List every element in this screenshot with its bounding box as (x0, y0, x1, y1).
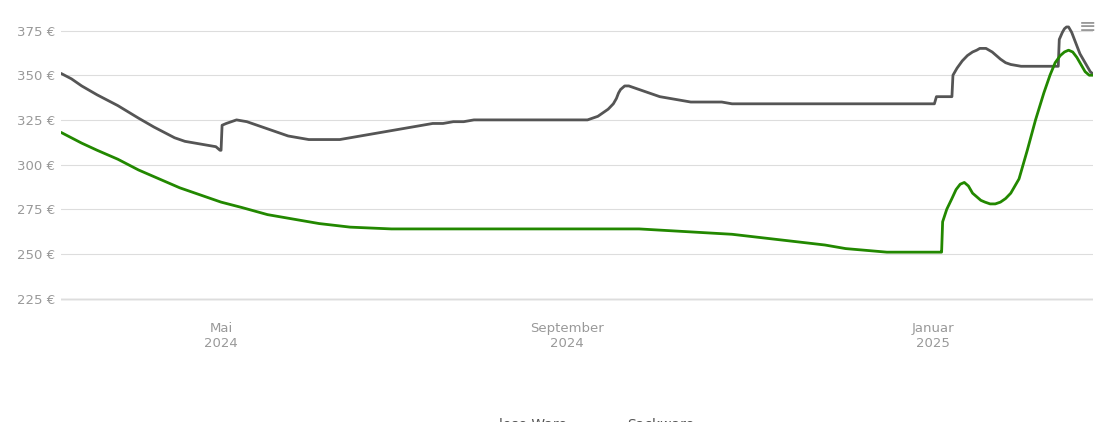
Legend: lose Ware, Sackware: lose Ware, Sackware (455, 412, 699, 422)
Text: ≡: ≡ (1079, 17, 1097, 37)
